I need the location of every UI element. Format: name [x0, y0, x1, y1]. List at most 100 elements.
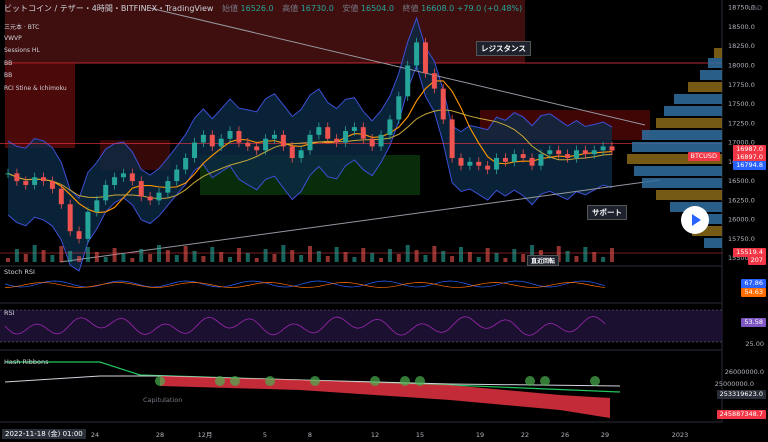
indicator-legend-4[interactable]: BB	[4, 60, 13, 67]
volume-bar	[503, 258, 508, 262]
candle-body	[49, 181, 55, 189]
volume-bar	[414, 250, 419, 262]
hash-buy-signal	[400, 376, 410, 386]
volume-profile-bar	[704, 238, 722, 248]
capitulation-label: Capitulation	[143, 396, 183, 404]
candle-body	[476, 161, 482, 166]
time-tick-label: 12月	[198, 431, 213, 439]
candle-body	[23, 181, 29, 185]
resistance-label[interactable]: レジスタンス	[476, 41, 531, 56]
candle-body	[520, 154, 526, 158]
volume-bar	[32, 245, 37, 262]
candle-body	[94, 200, 100, 212]
indicator-legend-6[interactable]: RCI Stine & Ichimoku	[4, 85, 67, 92]
candle-body	[502, 157, 508, 162]
hash-buy-signal	[230, 376, 240, 386]
hash-top-tick: 26000000.0	[724, 368, 764, 376]
candle-body	[103, 184, 109, 201]
volume-bar	[59, 246, 64, 262]
candle-body	[41, 177, 47, 182]
play-button[interactable]	[681, 206, 709, 234]
candle-body	[298, 150, 304, 158]
volume-profile-bar	[700, 70, 722, 80]
candle-body	[263, 138, 269, 151]
price-tag-5: 207	[747, 256, 766, 265]
time-tick-label: 12	[371, 431, 379, 439]
indicator-legend-1[interactable]: 三元本 · BTC	[4, 24, 40, 31]
play-icon	[692, 214, 701, 226]
candle-body	[387, 119, 393, 135]
volume-profile-bar	[632, 142, 722, 152]
hash-buy-signal	[215, 376, 225, 386]
volume-bar	[467, 252, 472, 262]
candle-body	[573, 150, 579, 158]
candle-body	[440, 88, 446, 120]
candle-body	[289, 146, 295, 158]
time-tick-label: 8	[308, 431, 312, 439]
price-tag-4: 15519.4	[733, 248, 766, 257]
volume-bar	[174, 255, 179, 262]
time-tick-label: 26	[561, 431, 569, 439]
indicator-legend-2[interactable]: VWVP	[4, 35, 22, 42]
volume-bar	[299, 255, 304, 262]
stoch-rsi-label[interactable]: Stoch RSI	[4, 268, 35, 276]
time-tick-label: 2023	[672, 431, 689, 439]
candle-body	[458, 157, 464, 166]
hash-ribbons-label[interactable]: Hash Ribbons	[4, 358, 49, 366]
volume-profile-bar	[634, 166, 722, 176]
crosshair-date-badge: 2022-11-18 (金) 01:00	[2, 429, 86, 439]
volume-bar	[387, 249, 392, 262]
candle-body	[351, 127, 357, 131]
candle-body	[14, 173, 20, 182]
volume-bar	[148, 254, 153, 262]
volume-profile-bar	[674, 94, 722, 104]
high-label: 高値	[282, 4, 299, 13]
volume-bar	[210, 247, 215, 262]
low-value: 16504.0	[360, 4, 394, 13]
candle-body	[538, 154, 544, 166]
candle-body	[209, 134, 215, 147]
volume-bar	[41, 250, 46, 262]
time-tick-label: 5	[263, 431, 267, 439]
candle-body	[307, 134, 313, 151]
volume-bar	[325, 256, 330, 262]
hash-buy-signal	[525, 376, 535, 386]
symbol-price-tag: BTCUSD	[687, 152, 720, 161]
volume-profile-bar	[642, 130, 722, 140]
volume-bar	[379, 258, 384, 262]
candle-body	[369, 138, 375, 147]
candle-body	[236, 131, 242, 143]
descending-trendline	[149, 7, 646, 126]
candle-body	[165, 181, 171, 193]
currency-label: USD	[748, 4, 762, 12]
rsi-label[interactable]: RSI	[4, 309, 15, 317]
candle-body	[85, 211, 91, 239]
volume-bar	[476, 257, 481, 262]
volume-bar	[316, 251, 321, 262]
rsi-band	[0, 310, 722, 342]
candle-body	[156, 192, 162, 201]
hash-buy-signal	[590, 376, 600, 386]
time-tick-label: 22	[521, 431, 529, 439]
support-label[interactable]: サポート	[587, 205, 627, 220]
volume-bar	[530, 245, 535, 262]
indicator-legend-5[interactable]: BB	[4, 72, 13, 79]
candle-body	[343, 131, 349, 143]
volume-bar	[14, 249, 19, 262]
volume-bar	[236, 248, 241, 262]
candle-body	[245, 142, 251, 147]
indicator-legend-3[interactable]: Sessions HL	[4, 47, 40, 54]
candle-body	[405, 65, 411, 97]
volume-bar	[23, 254, 28, 262]
volume-bar	[521, 254, 526, 262]
price-tick-label: 17500.0	[728, 100, 755, 108]
candle-body	[5, 173, 11, 175]
volume-bar	[423, 255, 428, 262]
candle-body	[609, 146, 615, 151]
candle-body	[271, 134, 277, 139]
close-value: 16608.0	[421, 4, 455, 13]
close-label: 終値	[402, 4, 419, 13]
volume-bar	[219, 252, 224, 262]
